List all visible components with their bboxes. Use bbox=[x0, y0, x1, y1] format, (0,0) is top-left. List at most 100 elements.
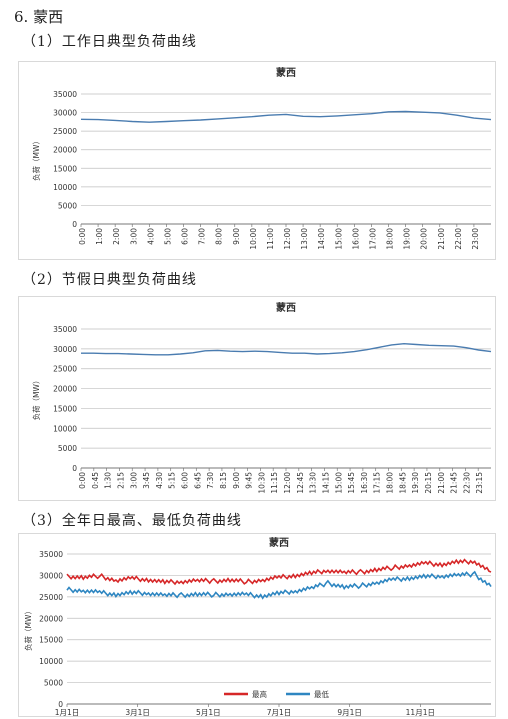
x-tick-label: 6:00 bbox=[181, 228, 190, 245]
y-axis-label: 负荷（MW） bbox=[23, 607, 33, 651]
x-tick-label: 15:00 bbox=[334, 228, 343, 250]
y-tick-label: 25000 bbox=[53, 365, 77, 374]
x-tick-label: 15:45 bbox=[347, 472, 356, 494]
legend-label: 最高 bbox=[252, 689, 267, 699]
y-tick-label: 30000 bbox=[53, 345, 77, 354]
x-tick-label: 20:00 bbox=[420, 228, 429, 250]
y-tick-label: 25000 bbox=[39, 593, 63, 602]
x-tick-label: 12:00 bbox=[283, 472, 292, 494]
x-tick-label: 17:15 bbox=[373, 472, 382, 494]
x-tick-label: 17:00 bbox=[368, 228, 377, 250]
chart-1-subtitle: （1）工作日典型负荷曲线 bbox=[22, 34, 197, 50]
x-tick-label: 10:00 bbox=[249, 228, 258, 250]
x-tick-label: 15:00 bbox=[334, 472, 343, 494]
x-tick-label: 18:00 bbox=[386, 228, 395, 250]
x-tick-label: 2:00 bbox=[112, 228, 121, 245]
x-tick-label: 8:15 bbox=[219, 472, 228, 489]
y-tick-label: 20000 bbox=[53, 385, 77, 394]
x-tick-label: 3:00 bbox=[129, 472, 138, 489]
x-tick-label: 3:45 bbox=[142, 472, 151, 489]
x-tick-label: 1:00 bbox=[95, 228, 104, 245]
y-axis-label: 负荷（MW） bbox=[31, 377, 41, 421]
y-tick-label: 15000 bbox=[53, 164, 77, 173]
x-tick-label: 14:15 bbox=[321, 472, 330, 494]
y-tick-label: 35000 bbox=[53, 325, 77, 334]
x-tick-label: 23:15 bbox=[475, 472, 484, 494]
y-tick-label: 0 bbox=[72, 464, 77, 473]
x-tick-label: 22:30 bbox=[462, 472, 471, 494]
chart-title: 蒙西 bbox=[269, 536, 289, 549]
y-tick-label: 5000 bbox=[58, 201, 77, 210]
y-tick-label: 35000 bbox=[53, 90, 77, 99]
x-tick-label: 12:45 bbox=[296, 472, 305, 494]
y-tick-label: 10000 bbox=[39, 657, 63, 666]
x-tick-label: 16:30 bbox=[360, 472, 369, 494]
x-tick-label: 21:45 bbox=[450, 472, 459, 494]
x-tick-label: 1:30 bbox=[104, 472, 113, 489]
x-tick-label: 9:45 bbox=[245, 472, 254, 489]
y-tick-label: 15000 bbox=[53, 404, 77, 413]
y-tick-label: 30000 bbox=[53, 109, 77, 118]
x-tick-label: 8:00 bbox=[215, 228, 224, 245]
x-tick-label: 19:00 bbox=[403, 228, 412, 250]
x-tick-label: 0:45 bbox=[91, 472, 100, 489]
y-tick-label: 25000 bbox=[53, 127, 77, 136]
x-tick-label: 4:00 bbox=[146, 228, 155, 245]
x-tick-label: 1月1日 bbox=[55, 708, 80, 716]
y-tick-label: 0 bbox=[58, 700, 63, 709]
y-tick-label: 10000 bbox=[53, 183, 77, 192]
legend-label: 最低 bbox=[314, 689, 329, 699]
y-tick-label: 20000 bbox=[53, 146, 77, 155]
x-tick-label: 5月1日 bbox=[196, 708, 221, 716]
x-tick-label: 7:00 bbox=[198, 228, 207, 245]
x-tick-label: 7:30 bbox=[206, 472, 215, 489]
y-tick-label: 15000 bbox=[39, 636, 63, 645]
series-line-最高 bbox=[66, 558, 492, 586]
y-tick-label: 5000 bbox=[58, 444, 77, 453]
x-tick-label: 18:45 bbox=[398, 472, 407, 494]
chart-title: 蒙西 bbox=[276, 66, 296, 79]
x-tick-label: 21:00 bbox=[437, 228, 446, 250]
x-tick-label: 12:00 bbox=[283, 228, 292, 250]
x-tick-label: 3:00 bbox=[129, 228, 138, 245]
x-tick-label: 9月1日 bbox=[337, 708, 362, 716]
chart-3: 蒙西 0 5000 10000 15000 20000 25000 30000 35000 负荷（… bbox=[23, 536, 492, 716]
x-tick-label: 10:30 bbox=[257, 472, 266, 494]
series-line-series-0 bbox=[81, 342, 492, 356]
chart-2: 蒙西 0 5000 10000 15000 20000 25000 30000 35000 负荷（… bbox=[31, 301, 492, 494]
x-tick-label: 21:00 bbox=[437, 472, 446, 494]
x-tick-label: 11月1日 bbox=[406, 708, 435, 716]
chart-title: 蒙西 bbox=[276, 301, 296, 314]
y-tick-label: 0 bbox=[72, 220, 77, 229]
x-tick-label: 7月1日 bbox=[267, 708, 292, 716]
chart-3-panel: 蒙西 0 5000 10000 15000 20000 25000 30000 35000 负荷（… bbox=[18, 533, 496, 717]
x-tick-label: 19:30 bbox=[411, 472, 420, 494]
x-tick-label: 20:15 bbox=[424, 472, 433, 494]
y-tick-label: 35000 bbox=[39, 550, 63, 559]
chart-3-subtitle: （3）全年日最高、最低负荷曲线 bbox=[22, 513, 242, 529]
x-tick-label: 9:00 bbox=[232, 472, 241, 489]
x-tick-label: 4:30 bbox=[155, 472, 164, 489]
x-tick-label: 23:00 bbox=[471, 228, 480, 250]
x-tick-label: 22:00 bbox=[454, 228, 463, 250]
x-tick-label: 5:00 bbox=[163, 228, 172, 245]
x-tick-label: 9:00 bbox=[232, 228, 241, 245]
series-line-最低 bbox=[66, 570, 492, 600]
chart-2-subtitle: （2）节假日典型负荷曲线 bbox=[22, 272, 197, 288]
y-axis-label: 负荷（MW） bbox=[31, 137, 41, 181]
x-tick-label: 3月1日 bbox=[125, 708, 150, 716]
x-tick-label: 13:00 bbox=[300, 228, 309, 250]
y-tick-label: 5000 bbox=[44, 679, 63, 688]
x-tick-label: 18:00 bbox=[386, 472, 395, 494]
chart-1: 蒙西 0 5000 10000 15000 20000 25000 30000 35000 负荷（… bbox=[31, 66, 492, 250]
series-line-series-0 bbox=[80, 110, 492, 123]
x-tick-label: 2:15 bbox=[116, 472, 125, 489]
x-tick-label: 6:00 bbox=[181, 472, 190, 489]
y-tick-label: 10000 bbox=[53, 424, 77, 433]
x-tick-label: 0:00 bbox=[78, 472, 87, 489]
x-tick-label: 0:00 bbox=[78, 228, 87, 245]
x-tick-label: 11:00 bbox=[266, 228, 275, 250]
chart-2-panel: 蒙西 0 5000 10000 15000 20000 25000 30000 35000 负荷（… bbox=[18, 296, 496, 501]
x-tick-label: 6:45 bbox=[193, 472, 202, 489]
y-tick-label: 30000 bbox=[39, 571, 63, 580]
